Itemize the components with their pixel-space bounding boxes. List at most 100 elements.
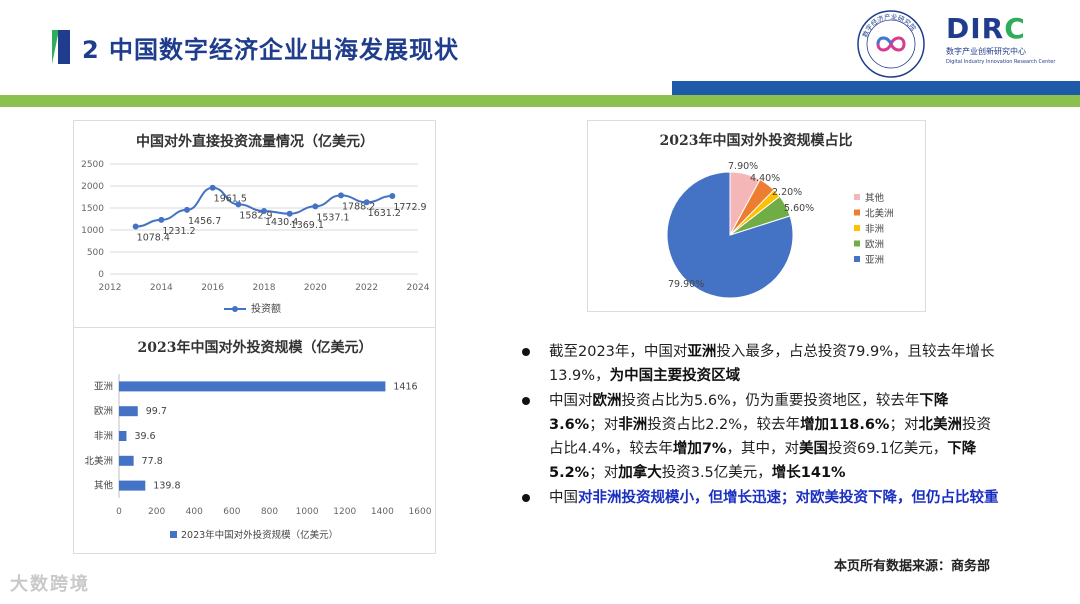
bar-chart-x-tick: 1600: [409, 507, 432, 517]
bar-chart-bar: [119, 406, 138, 417]
line-chart-x-tick: 2014: [150, 283, 173, 293]
bar-chart-x-tick: 1400: [371, 507, 394, 517]
bar-chart-bar: [119, 480, 146, 491]
title-marker-icon: [52, 30, 70, 64]
finding-text: 投资69.1亿美元，: [827, 441, 948, 457]
bar-chart-data-label: 39.6: [134, 431, 155, 442]
line-chart-y-tick: 2000: [81, 182, 104, 192]
line-chart-point: [209, 184, 216, 191]
watermark: 大数跨境: [10, 574, 90, 595]
bullet-dot-icon: [522, 397, 530, 405]
line-chart-x-tick: 2022: [355, 283, 378, 293]
pie-chart-legend-label: 非洲: [865, 223, 884, 235]
finding-text: 截至2023年，中国对: [549, 344, 688, 360]
bar-chart-legend-swatch: [170, 531, 177, 538]
finding-text: ；对: [889, 417, 919, 433]
line-chart-y-tick: 2500: [81, 160, 104, 170]
line-chart: 中国对外直接投资流量情况（亿美元） 0 500 1000 1500 2000 2500 201…: [81, 133, 430, 315]
dirc-logo-en: Digital Industry Innovation Research Cen…: [946, 59, 1056, 65]
pie-chart-legend-label: 其他: [865, 192, 885, 204]
finding-emphasis: 增长141%: [771, 465, 846, 481]
line-chart-data-label: 1430.4: [265, 217, 298, 228]
bar-chart-x-tick: 400: [186, 507, 203, 517]
line-chart-point: [261, 208, 267, 215]
pie-chart-legend-label: 北美洲: [865, 208, 894, 220]
finding-text: 投资占比2.2%，较去年: [647, 417, 801, 433]
dirc-logo-text: DIRC: [946, 12, 1026, 45]
bar-chart-bar: [119, 455, 134, 466]
line-chart-x-tick: 2016: [201, 283, 224, 293]
bar-chart-category-label: 北美洲: [84, 455, 113, 467]
bar-chart-bar: [119, 381, 386, 392]
page-title: 2 中国数字经济企业出海发展现状: [82, 35, 460, 64]
line-chart-data-label: 1788.2: [342, 201, 375, 212]
pie-chart-legend-label: 欧洲: [865, 239, 884, 251]
line-chart-point: [158, 216, 165, 223]
line-chart-panel: 中国对外直接投资流量情况（亿美元） 0 500 1000 1500 2000 2500 201…: [73, 120, 436, 328]
finding-text: 投入最多，占总投资79.9%，且较去年增长13.9%，: [549, 344, 995, 384]
finding-text: 中国: [549, 490, 578, 506]
line-chart-y-tick: 500: [87, 248, 104, 258]
line-chart-point: [132, 223, 139, 230]
bar-chart-legend-label: 2023年中国对外投资规模（亿美元）: [181, 529, 338, 541]
line-chart-point: [184, 206, 190, 213]
line-chart-x-tick: 2020: [304, 283, 327, 293]
dirc-logo: DIRC 数字产业创新研究中心 Digital Industry Innovat…: [946, 14, 1066, 70]
bar-chart-data-label: 139.8: [153, 481, 180, 492]
line-chart-point: [338, 192, 344, 199]
bar-chart-x-tick: 0: [116, 507, 122, 517]
line-chart-data-label: 1456.7: [188, 216, 221, 227]
line-chart-data-label: 1537.1: [316, 212, 349, 223]
pie-chart-data-label: 5.60%: [784, 203, 814, 214]
finding-text: 投资占比4.4%，较去年: [549, 417, 991, 457]
line-chart-y-tick: 0: [98, 270, 104, 280]
finding-emphasis: 增加118.6%: [800, 417, 890, 433]
bar-chart-data-label: 1416: [393, 381, 417, 392]
bar-chart-title: 2023年中国对外投资规模（亿美元）: [138, 339, 373, 356]
pie-chart-legend-swatch: [854, 256, 860, 262]
bar-chart: 2023年中国对外投资规模（亿美元） 0 200 400 600 800 1000 1200 1…: [84, 339, 432, 541]
finding-emphasis: 对非洲投资规模小，但增长迅速；对欧美投资下降，但仍占比较重: [578, 490, 999, 506]
finding-emphasis: 下降5.2%: [549, 441, 977, 481]
line-chart-y-tick: 1000: [81, 226, 104, 236]
bar-chart-data-label: 77.8: [142, 456, 163, 467]
line-chart-data-label: 1961.5: [214, 194, 247, 205]
pie-chart-legend-swatch: [854, 209, 860, 216]
pie-chart-legend-swatch: [854, 240, 860, 247]
pie-chart-legend-swatch: [854, 225, 860, 231]
finding-text: 中国对: [549, 393, 593, 409]
line-chart-x-tick: 2012: [99, 283, 122, 293]
line-chart-data-label: 1631.2: [368, 208, 401, 219]
header-band-green: [0, 95, 1080, 107]
institute-seal-logo: 数字经济产业研究院: [857, 10, 925, 78]
line-chart-x-tick: 2024: [407, 283, 430, 293]
finding-item: 中国对非洲投资规模小，但增长迅速；对欧美投资下降，但仍占比较重: [520, 486, 1000, 510]
finding-text: ，其中，对: [726, 441, 799, 457]
finding-item: 截至2023年，中国对亚洲投入最多，占总投资79.9%，且较去年增长13.9%，…: [520, 340, 1000, 388]
finding-emphasis: 非洲: [618, 417, 648, 433]
findings-list: 截至2023年，中国对亚洲投入最多，占总投资79.9%，且较去年增长13.9%，…: [520, 340, 1000, 511]
line-chart-legend-marker: [232, 306, 238, 312]
line-chart-legend-label: 投资额: [251, 302, 281, 315]
page-title-block: 2 中国数字经济企业出海发展现状: [52, 30, 459, 64]
pie-chart-slice: [729, 195, 791, 236]
bar-chart-category-label: 非洲: [94, 430, 113, 442]
bar-chart-category-label: 亚洲: [94, 381, 113, 392]
finding-emphasis: 欧洲: [592, 393, 622, 409]
finding-emphasis: 增加7%: [672, 441, 727, 457]
bar-chart-data-label: 99.7: [146, 406, 167, 417]
bullet-dot-icon: [522, 348, 530, 356]
bar-chart-x-tick: 1200: [333, 507, 356, 517]
line-chart-point: [312, 203, 319, 210]
bar-chart-panel: 2023年中国对外投资规模（亿美元） 0 200 400 600 800 1000 1200 1…: [73, 327, 436, 554]
line-chart-point: [389, 192, 396, 199]
bar-chart-bar: [119, 431, 127, 441]
finding-emphasis: 北美洲: [918, 417, 962, 433]
finding-text: 投资3.5亿美元，: [661, 465, 772, 481]
finding-text: 投资占比为5.6%，仍为重要投资地区，较去年: [621, 393, 920, 409]
header-band-blue: [672, 81, 1080, 97]
finding-text: ；对: [589, 465, 619, 481]
pie-chart-panel: 2023年中国对外投资规模占比 79.90% 7.90% 4.40% 2.20% 5.60…: [587, 120, 926, 312]
line-chart-point: [235, 201, 242, 208]
pie-chart: 2023年中国对外投资规模占比 79.90% 7.90%4.40% 2.20% 5.60…: [660, 132, 894, 299]
